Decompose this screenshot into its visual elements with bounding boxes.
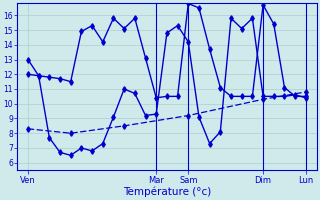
X-axis label: Température (°c): Température (°c) — [123, 186, 211, 197]
